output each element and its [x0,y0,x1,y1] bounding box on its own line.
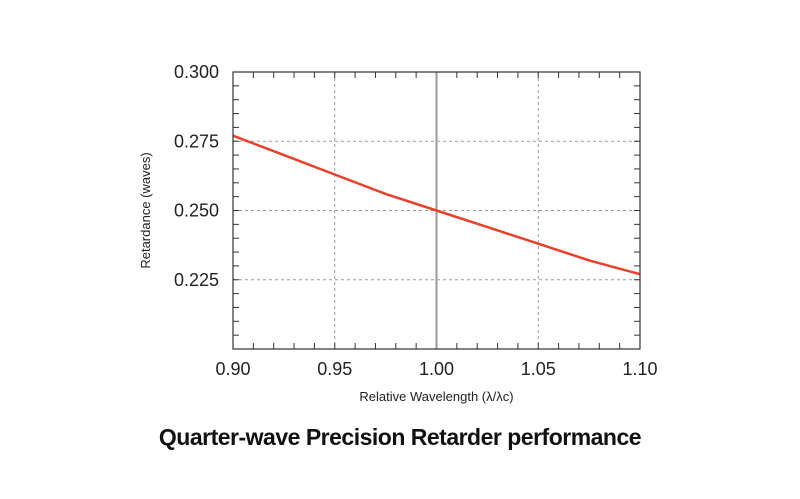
x-tick-label: 0.95 [317,359,352,379]
x-tick-label: 1.10 [622,359,657,379]
y-tick-label: 0.225 [174,270,219,290]
y-axis-title: Retardance (waves) [138,152,153,268]
y-tick-label: 0.300 [174,62,219,82]
x-tick-label: 0.90 [215,359,250,379]
y-tick-label: 0.275 [174,131,219,151]
minor-ticks [232,71,641,350]
x-axis-title: Relative Wavelength (λ/λc) [359,389,513,404]
x-tick-labels: 0.90 0.95 1.00 1.05 1.10 [215,359,657,379]
y-tick-labels: 0.225 0.250 0.275 0.300 [174,62,219,290]
x-tick-label: 1.00 [419,359,454,379]
y-tick-label: 0.250 [174,201,219,221]
series-layer [232,134,641,276]
chart-title: Quarter-wave Precision Retarder performa… [158,424,642,450]
x-tick-label: 1.05 [521,359,556,379]
series-line [232,134,641,276]
plot-area-frame [232,71,641,350]
